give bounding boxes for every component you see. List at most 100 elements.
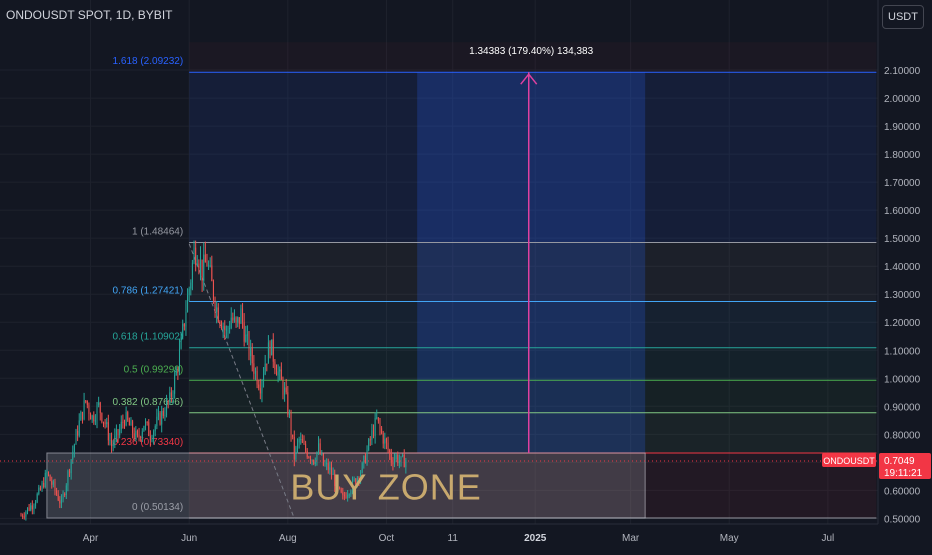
candle-body [356,477,358,484]
candle-body [405,459,407,468]
candle-body [402,454,404,457]
candle-body [261,381,263,394]
candle-body [188,288,190,296]
candle-body [128,420,130,426]
candle-body [172,393,174,397]
candle-body [345,496,347,498]
candle-body [306,450,308,458]
candle-body [305,444,307,451]
price-tick-label: 0.80000 [884,430,921,441]
candle-body [140,437,142,439]
candle-body [297,442,299,448]
candle-body [264,363,266,375]
candle-body [122,421,124,423]
candle-body [180,336,182,349]
candle-body [326,463,328,465]
time-tick-label: Jul [821,533,834,544]
candle-body [182,323,184,337]
candle-body [111,439,113,447]
candle-body [25,511,27,517]
price-tick-label: 0.50000 [884,514,921,525]
candle-body [335,479,337,487]
candle-body [293,436,295,460]
price-tick-label: 1.30000 [884,290,921,301]
fib-band [189,242,877,302]
candle-body [363,455,365,463]
candle-body [190,282,192,289]
candle-body [65,485,67,496]
candle-body [329,467,331,470]
fib-level-label: 0.786 (1.27421) [113,285,184,296]
time-tick-label: Oct [379,533,395,544]
candle-body [311,459,313,461]
candle-body [161,410,163,425]
candle-body [52,481,54,485]
candle-body [127,412,129,421]
price-tick-label: 1.60000 [884,206,921,217]
candle-body [366,449,368,463]
candle-body [96,404,98,421]
candle-body [59,500,61,504]
candle-body [319,443,321,454]
candle-body [33,505,35,510]
candle-body [170,392,172,397]
candle-body [169,392,171,402]
price-tick-label: 0.60000 [884,486,921,497]
candle-body [371,430,373,440]
candle-body [157,412,159,417]
candle-body [237,317,239,323]
fib-level-label: 0.618 (1.10902) [113,332,184,343]
candle-body [36,494,38,503]
candle-body [240,308,242,324]
candle-body [90,413,92,420]
candle-body [196,263,198,266]
fib-level-label: 0.382 (0.87696) [113,397,184,408]
candle-body [290,412,292,435]
measure-arrow-head [520,73,538,85]
price-tick-label: 1.20000 [884,318,921,329]
candle-body [322,453,324,466]
candle-body [279,369,281,372]
candle-body [212,281,214,300]
candle-body [93,415,95,422]
candle-body [285,387,287,393]
candle-body [30,505,32,511]
candle-body [332,473,334,475]
candle-body [120,421,122,430]
grid-lines [0,0,878,524]
candle-body [245,334,247,342]
candle-body [78,420,80,436]
candle-body [23,516,25,518]
candle-body [222,326,224,329]
candle-body [358,477,360,480]
candle-body [114,435,116,445]
candle-body [72,451,74,460]
candle-body [369,439,371,441]
candle-body [57,494,59,501]
candle-body [267,342,269,364]
candle-body [384,438,386,444]
candle-body [324,464,326,466]
candle-body [225,329,227,331]
candle-body [253,363,255,374]
candle-body [258,384,260,389]
candle-body [339,487,341,489]
candle-body [56,490,58,495]
candle-body [191,262,193,283]
price-tick-label: 2.10000 [884,66,921,77]
price-tick-label: 1.80000 [884,150,921,161]
candle-body [256,370,258,385]
candle-body [330,467,332,475]
dashed-trend-line [188,243,295,519]
candle-body [151,439,153,441]
measure-box [417,72,646,453]
candle-body [143,425,145,432]
fib-level-label: 1.618 (2.09232) [113,56,184,67]
currency-button[interactable]: USDT [882,5,924,29]
candle-body [98,402,100,405]
candle-body [337,479,339,488]
candle-body [214,299,216,312]
candle-body [348,494,350,496]
